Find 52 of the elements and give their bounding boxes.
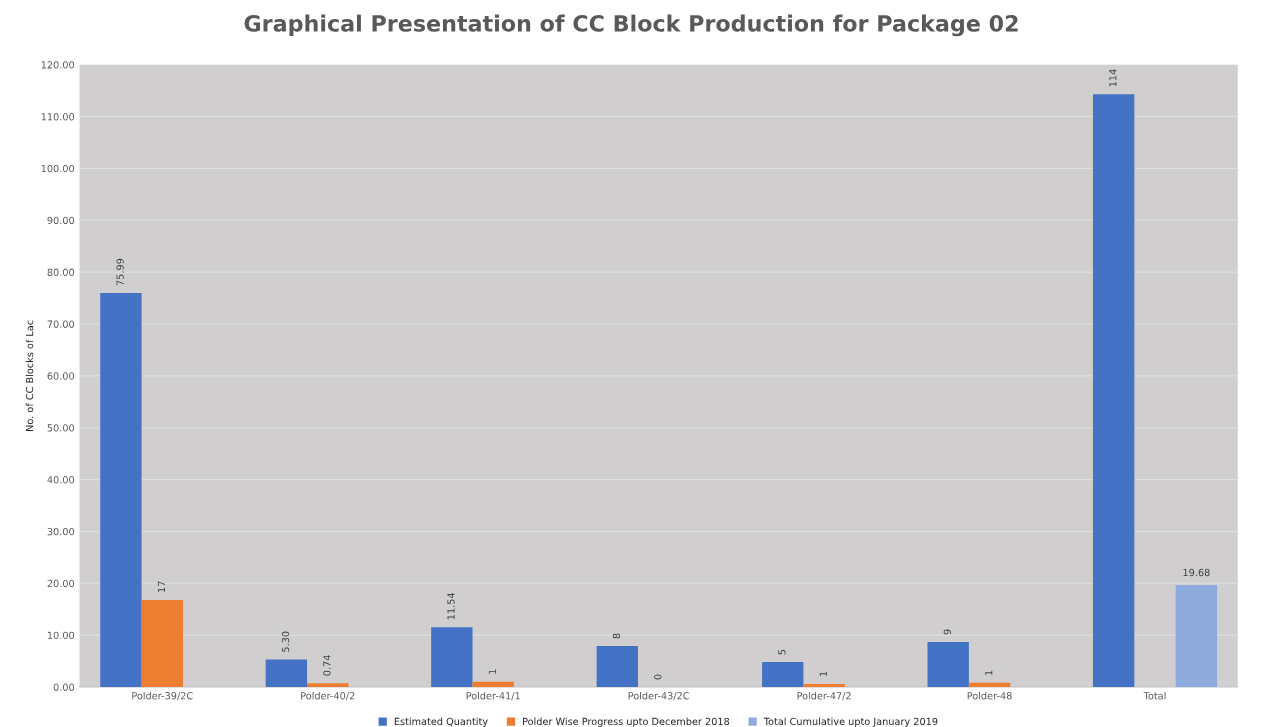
bar [1175, 584, 1218, 688]
data-label: 75.99 [116, 258, 124, 286]
x-tick-label: Polder-43/2C [628, 691, 690, 701]
y-tick-label: 60.00 [47, 372, 75, 380]
x-tick-label: Polder-41/1 [466, 691, 520, 701]
y-tick-label: 120.00 [41, 61, 75, 69]
y-axis-title: No. of CC Blocks of Lac [25, 320, 34, 431]
x-tick-label: Polder-40/2 [301, 691, 355, 701]
bar [100, 292, 142, 688]
x-tick-label: Polder-48 [967, 691, 1012, 700]
y-tick-label: 100.00 [41, 164, 75, 173]
y-tick-label: 0.00 [53, 683, 75, 691]
bar [968, 682, 1011, 688]
x-tick-label: Polder-47/2 [797, 691, 851, 701]
x-tick-label: Total [1143, 691, 1166, 700]
data-label: 19.68 [1183, 568, 1210, 577]
y-tick-label: 40.00 [47, 476, 75, 484]
y-tick-label: 50.00 [47, 424, 75, 432]
legend-label: Polder Wise Progress upto December 2018 [523, 717, 730, 727]
data-label: 17 [157, 581, 165, 592]
data-label: 1 [488, 669, 496, 674]
y-tick-label: 110.00 [41, 113, 75, 121]
data-label: 1 [819, 671, 827, 676]
bar [472, 681, 514, 688]
bar [307, 683, 349, 688]
data-label: 1 [985, 670, 993, 675]
chart-title: Graphical Presentation of CC Block Production for Package 02 [244, 14, 1018, 37]
bar [141, 599, 183, 688]
legend-label: Estimated Quantity [394, 717, 488, 727]
y-tick-label: 20.00 [47, 579, 75, 588]
y-tick-label: 10.00 [47, 631, 75, 639]
x-tick-label: Polder-39/2C [132, 691, 193, 701]
bar [927, 641, 969, 688]
y-tick-label: 90.00 [47, 216, 75, 225]
data-label: 5.30 [281, 631, 290, 652]
data-label: 0.74 [323, 655, 331, 676]
data-label: 9 [943, 629, 952, 635]
data-label: 11.54 [447, 592, 455, 620]
y-tick-label: 70.00 [47, 320, 75, 328]
bar [265, 659, 308, 688]
legend-label: Total Cumulative upto January 2019 [763, 717, 938, 727]
data-label: 8 [612, 633, 621, 639]
data-label: 0 [654, 674, 662, 680]
data-label: 114 [1109, 69, 1117, 87]
bar [596, 646, 638, 688]
bar [431, 627, 473, 688]
bar [762, 662, 804, 688]
data-label: 5 [778, 649, 786, 655]
bar [1092, 94, 1135, 688]
y-tick-label: 30.00 [47, 527, 75, 536]
y-tick-label: 80.00 [47, 268, 75, 276]
bar [803, 683, 845, 688]
